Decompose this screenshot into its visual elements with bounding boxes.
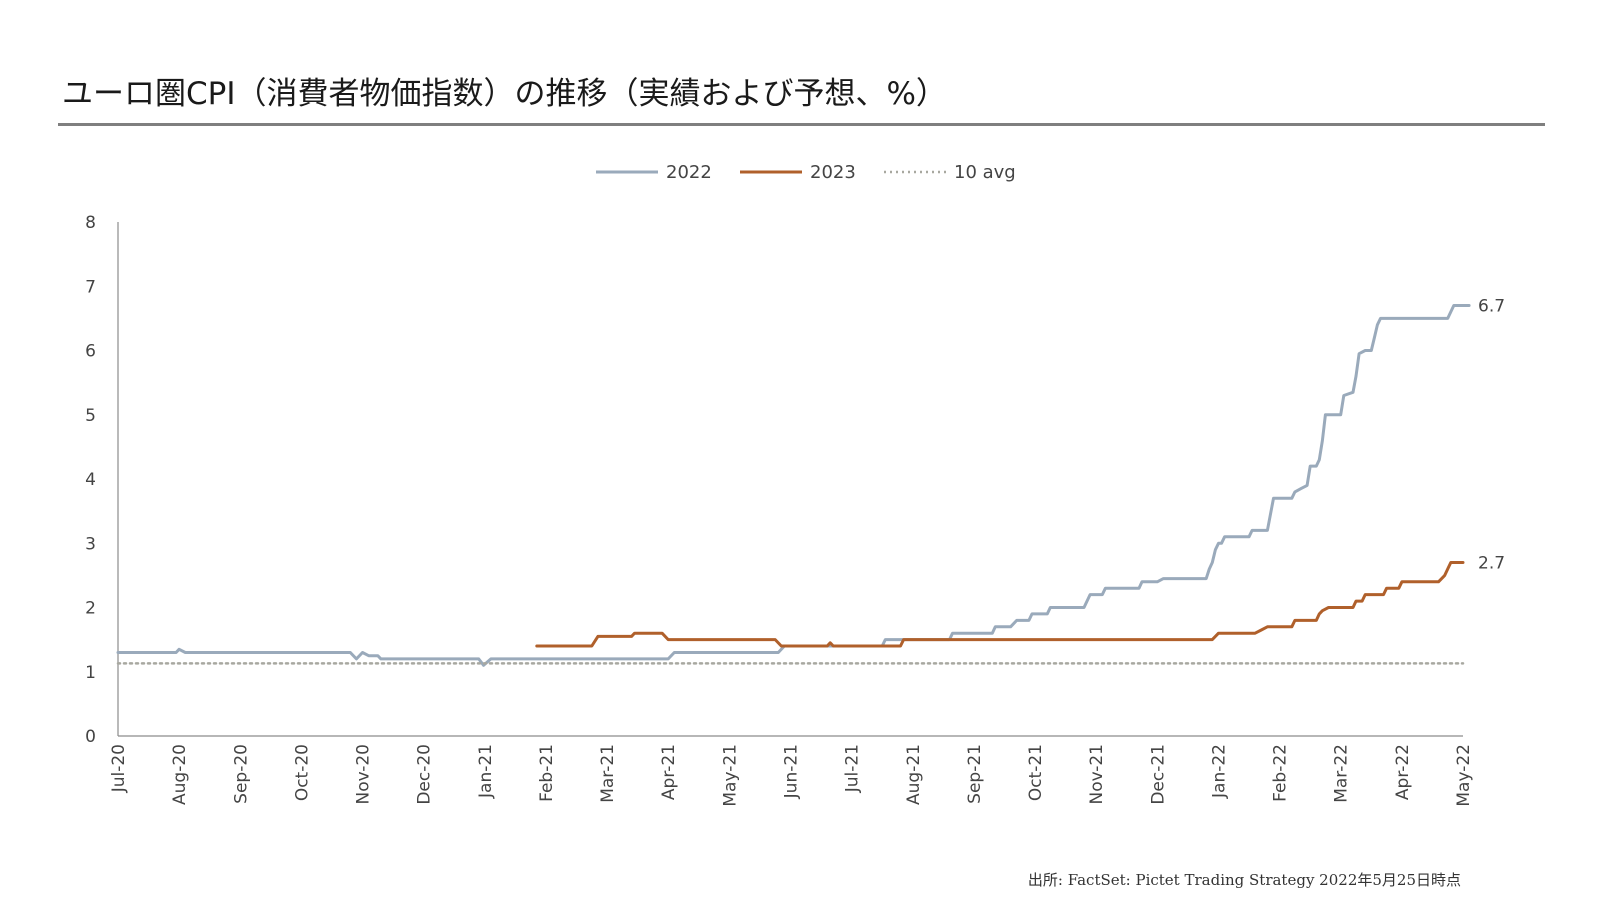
x-tick-label: Oct-21 [1026,744,1046,801]
series-line-2022 [116,304,1471,667]
legend-label-2022: 2022 [666,162,712,183]
chart-axes [117,222,1463,737]
page-title: ユーロ圏CPI（消費者物価指数）の推移（実績および予想、%） [62,76,947,112]
x-tick-label: Jul-21 [843,744,863,793]
x-axis-ticks: Jul-20 Aug-20 Sep-20 Oct-20 Nov-20 Dec-20 Jan-… [109,744,1474,807]
title-divider [58,123,1545,126]
x-tick-label: Feb-22 [1271,744,1291,802]
x-tick-label: Feb-21 [537,744,557,802]
y-tick-label: 4 [85,470,96,490]
source-note: 出所: FactSet: Pictet Trading Strategy 202… [1027,871,1461,889]
chart-legend: 2022 2023 10 avg [596,162,1016,183]
x-tick-label: Jul-20 [109,744,129,793]
x-tick-label: Sep-20 [231,744,251,804]
x-tick-label: Aug-20 [170,744,190,805]
y-tick-label: 1 [85,663,96,683]
y-tick-label: 3 [85,534,96,554]
x-tick-label: Sep-21 [965,744,985,804]
legend-label-2023: 2023 [810,162,856,183]
end-label-2023: 2.7 [1478,554,1505,574]
series-line-2023 [535,561,1465,648]
x-tick-label: Apr-22 [1393,744,1413,800]
y-tick-label: 6 [85,342,96,362]
x-tick-label: Nov-21 [1087,744,1107,805]
y-tick-label: 5 [85,406,96,426]
y-tick-label: 7 [85,277,96,297]
x-tick-label: Oct-20 [292,744,312,801]
x-tick-label: Mar-21 [598,744,618,803]
x-tick-label: Jan-22 [1209,744,1229,799]
y-tick-label: 0 [85,727,96,747]
y-tick-label: 2 [85,599,96,619]
x-tick-label: Jun-21 [782,744,802,799]
x-tick-label: Dec-20 [415,744,435,805]
x-tick-label: May-22 [1454,744,1474,807]
x-tick-label: Mar-22 [1332,744,1352,803]
x-tick-label: May-21 [720,744,740,807]
legend-label-10-avg: 10 avg [954,162,1016,183]
x-tick-label: Nov-20 [354,744,374,805]
x-tick-label: Aug-21 [904,744,924,805]
x-tick-label: Dec-21 [1148,744,1168,805]
x-tick-label: Jan-21 [476,744,496,799]
y-tick-label: 8 [85,213,96,233]
end-label-2022: 6.7 [1478,297,1505,317]
end-labels: 6.7 2.7 [1478,297,1505,574]
x-tick-label: Apr-21 [659,744,679,800]
series-layer [116,304,1471,667]
y-axis-ticks: 0 1 2 3 4 5 6 7 8 [85,213,96,747]
